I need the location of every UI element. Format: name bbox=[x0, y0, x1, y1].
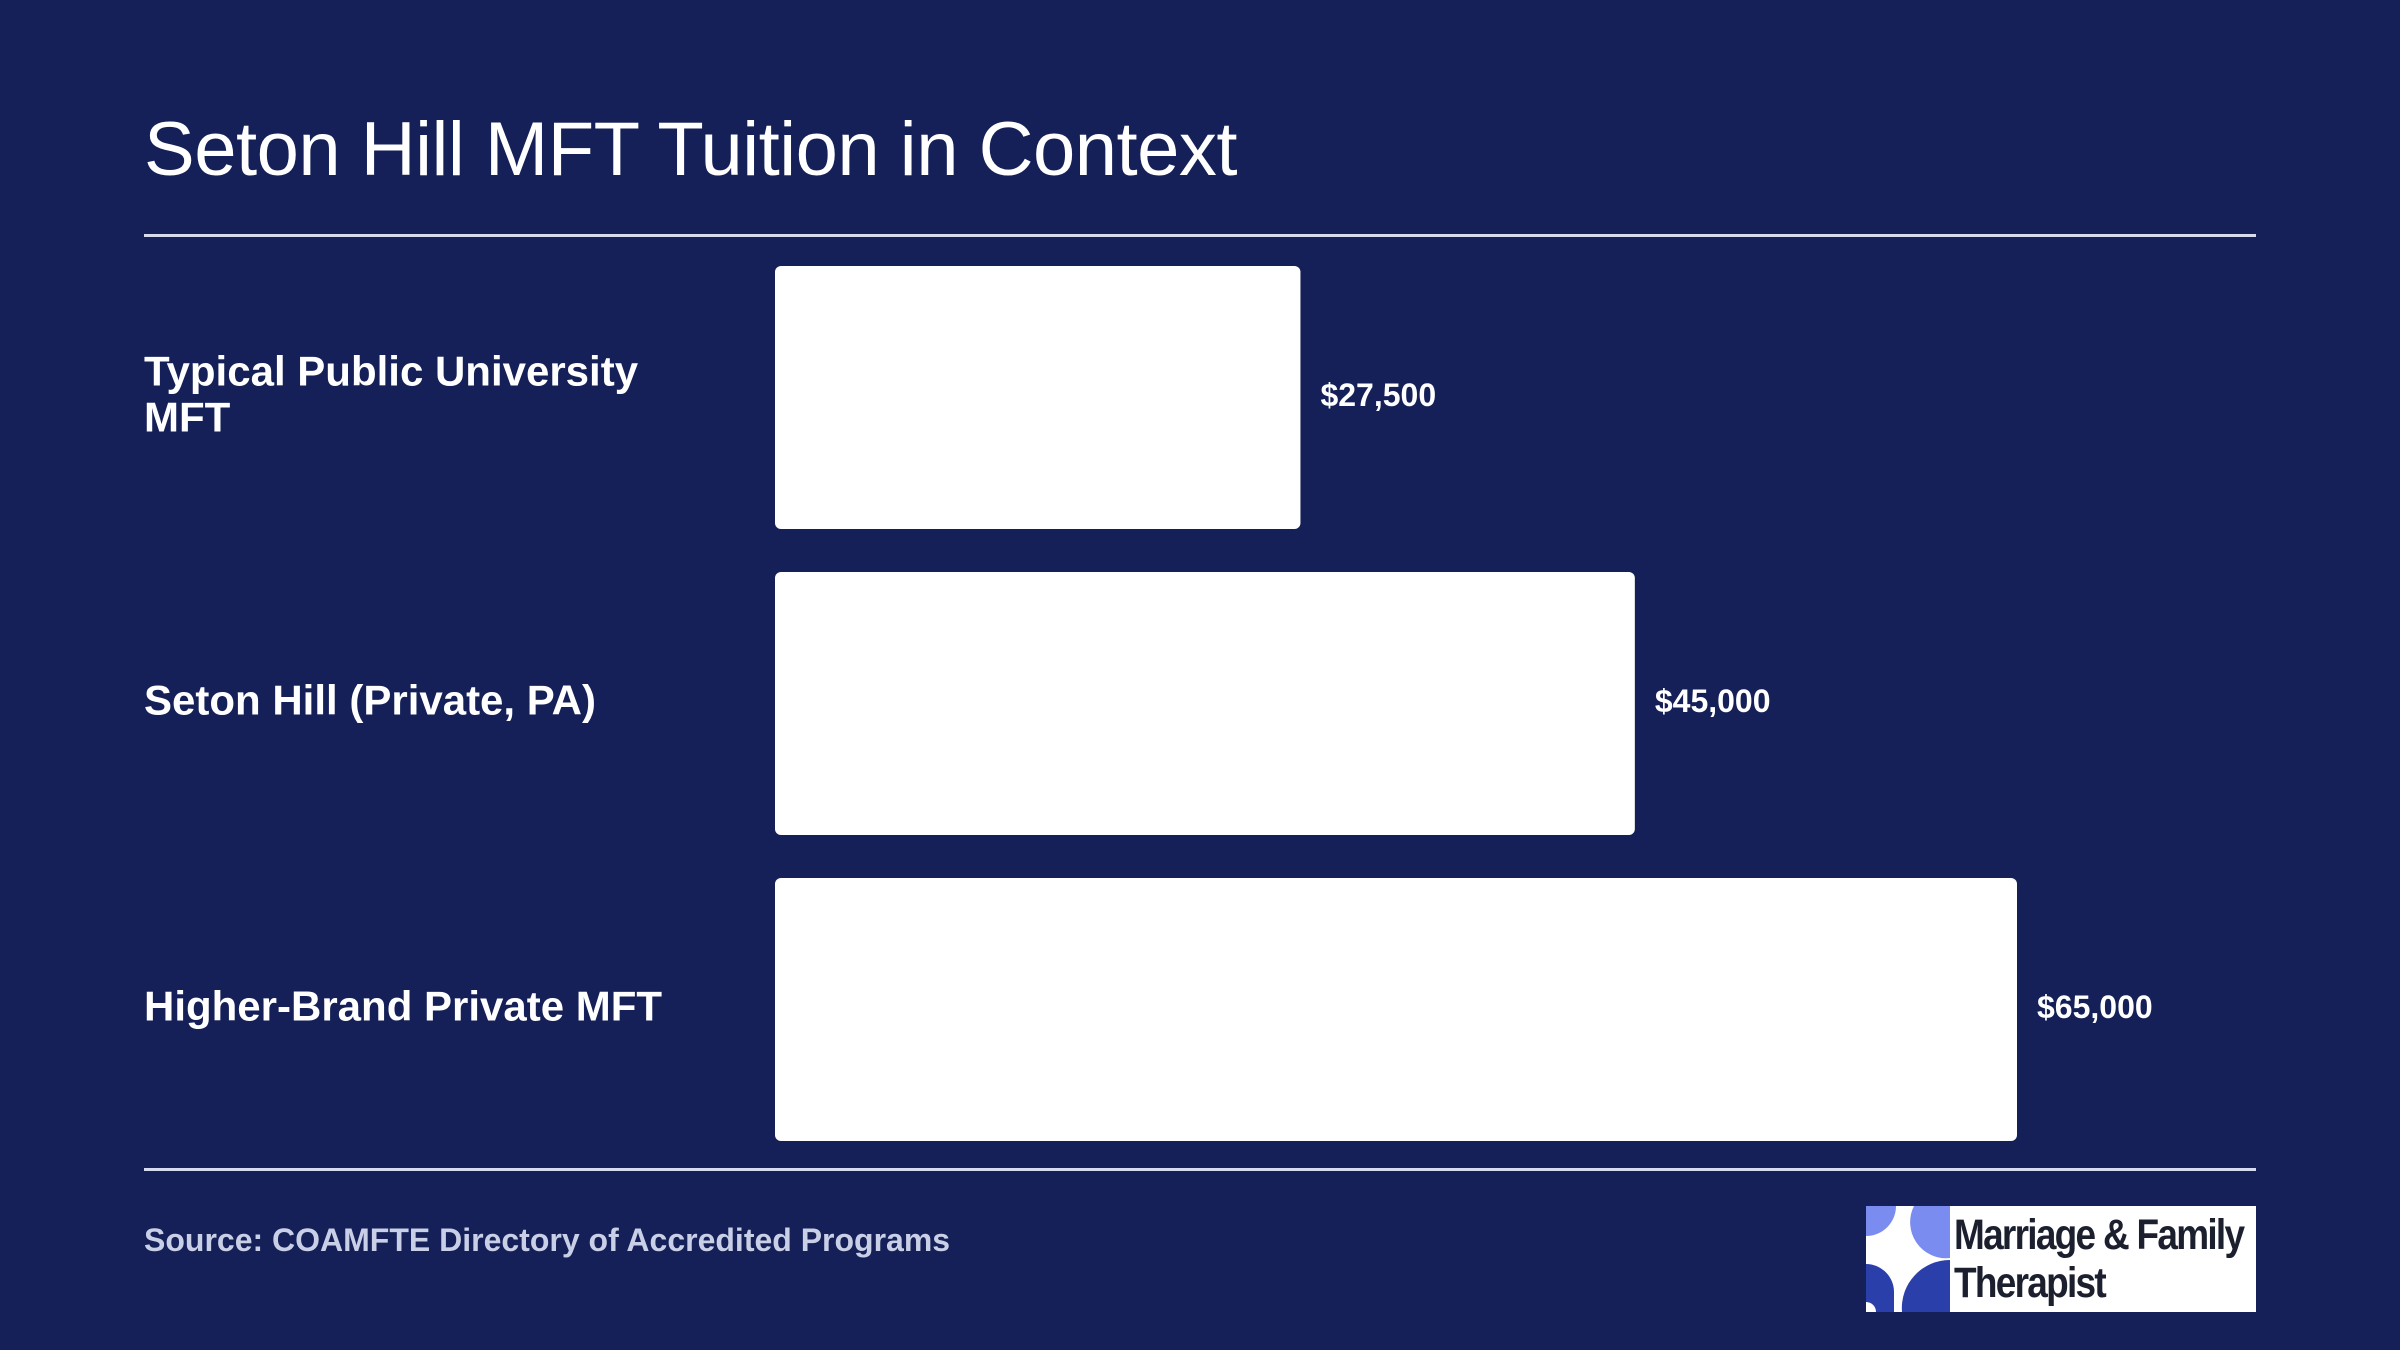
category-label-1-line-0: Seton Hill (Private, PA) bbox=[144, 677, 596, 724]
category-label-0: Typical Public University MFT bbox=[144, 348, 639, 441]
category-label-0-line-1: MFT bbox=[144, 394, 231, 441]
title-divider bbox=[144, 234, 2256, 237]
bar-1 bbox=[775, 572, 1635, 835]
value-label-2: $65,000 bbox=[2037, 989, 2153, 1025]
value-label-1: $45,000 bbox=[1655, 683, 1771, 719]
brand-logo: Marriage & Family Therapist bbox=[1866, 1206, 2256, 1312]
footer-divider bbox=[144, 1168, 2256, 1171]
category-label-1: Seton Hill (Private, PA) bbox=[144, 677, 596, 724]
bar-0 bbox=[775, 266, 1301, 529]
quarter-circles-logo-icon bbox=[1866, 1206, 1950, 1312]
logo-line-1: Marriage & Family bbox=[1954, 1211, 2245, 1259]
bars-layer: $27,500 Typical Public University MFT $45,0… bbox=[144, 266, 2153, 1141]
value-label-0: $27,500 bbox=[1320, 377, 1436, 413]
bar-2 bbox=[775, 878, 2017, 1141]
chart-title: Seton Hill MFT Tuition in Context bbox=[144, 107, 1238, 192]
source-note: Source: COAMFTE Directory of Accredited … bbox=[144, 1222, 951, 1258]
category-label-2: Higher-Brand Private MFT bbox=[144, 983, 662, 1030]
logo-wordmark: Marriage & Family Therapist bbox=[1954, 1211, 2245, 1307]
logo-line-2: Therapist bbox=[1954, 1259, 2107, 1307]
category-label-2-line-0: Higher-Brand Private MFT bbox=[144, 983, 662, 1030]
category-label-0-line-0: Typical Public University bbox=[144, 348, 639, 395]
